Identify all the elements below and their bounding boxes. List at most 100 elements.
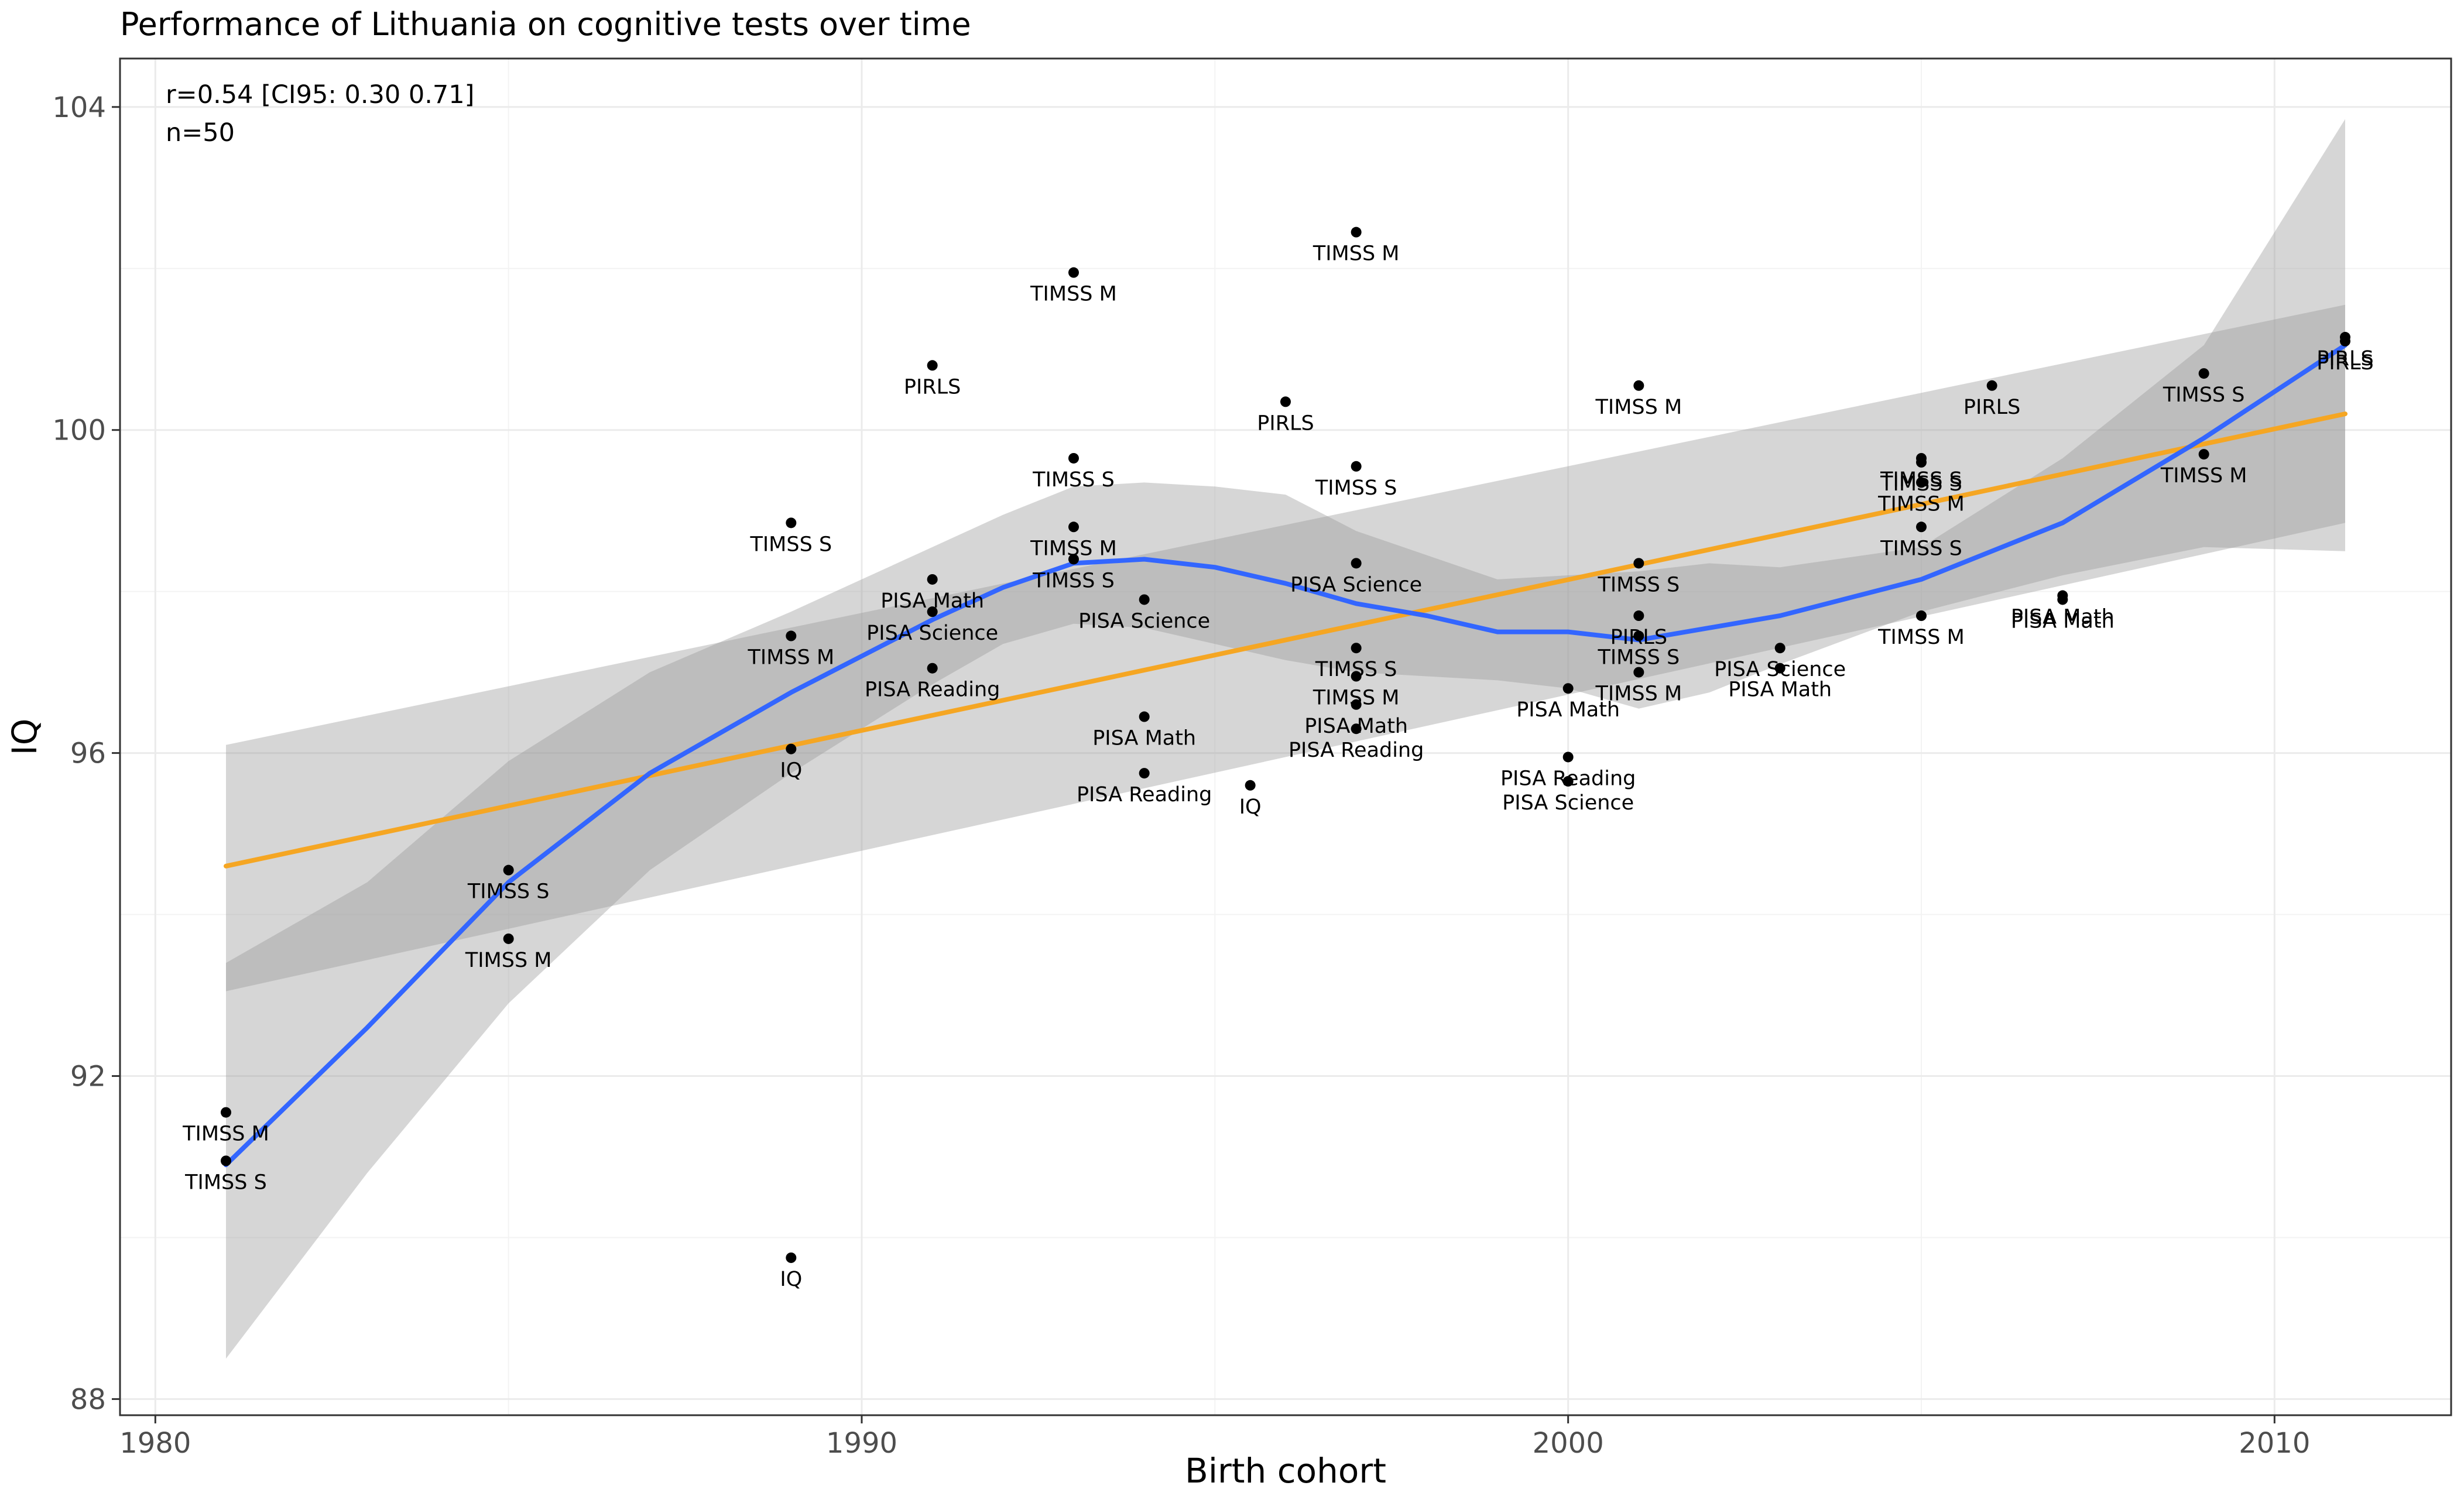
data-point-label: PISA Math xyxy=(1304,715,1408,738)
linear-fit-line xyxy=(224,411,2348,869)
data-point-label: TIMSS M xyxy=(1595,396,1682,419)
data-point-label: TIMSS M xyxy=(2160,464,2247,488)
data-point-label: PISA Reading xyxy=(1077,783,1212,807)
data-point-label: PIRLS xyxy=(904,375,961,399)
data-point-label: PISA Reading xyxy=(865,678,1000,702)
data-point-label: PIRLS xyxy=(1610,626,1667,649)
data-point xyxy=(927,360,938,371)
data-points xyxy=(221,227,2350,1263)
data-point xyxy=(2340,335,2350,346)
data-point-label: TIMSS S xyxy=(1880,468,1962,492)
data-point-label: PISA Math xyxy=(1728,678,1832,702)
data-point xyxy=(2198,368,2209,379)
data-point xyxy=(1351,558,1362,569)
data-point-label: PIRLS xyxy=(2316,351,2373,375)
panel-border xyxy=(119,57,2452,1416)
data-point xyxy=(2198,449,2209,460)
data-point-label: TIMSS M xyxy=(1877,626,1965,649)
data-point-label: TIMSS S xyxy=(1880,537,1962,560)
data-point xyxy=(503,933,514,944)
data-point-label: TIMSS S xyxy=(1880,472,1962,496)
data-point-label: PIRLS xyxy=(1963,396,2020,419)
data-point-label: IQ xyxy=(780,759,802,783)
data-point-label: TIMSS M xyxy=(1312,242,1400,266)
fit-lines xyxy=(224,342,2348,1168)
data-point-label: TIMSS S xyxy=(749,533,832,556)
data-point xyxy=(1139,711,1150,722)
x-axis-title: Birth cohort xyxy=(1185,1451,1386,1491)
data-point-label: PISA Math xyxy=(2011,609,2115,633)
data-point xyxy=(1068,521,1079,533)
data-point xyxy=(1351,699,1362,710)
y-axis-title: IQ xyxy=(5,719,44,756)
y-axis: 88 92 96 100 104 xyxy=(52,91,120,1416)
data-point-label: TIMSS M xyxy=(182,1123,269,1146)
data-point xyxy=(1916,521,1927,533)
data-point-label: PISA Science xyxy=(1290,573,1422,596)
loess-confidence-band xyxy=(226,119,2345,1359)
data-point-label: PIRLS xyxy=(2316,347,2373,370)
data-point-label: TIMSS S xyxy=(1315,476,1397,500)
correlation-annotation: r=0.54 [CI95: 0.30 0.71] xyxy=(166,80,474,109)
x-tick-label: 1980 xyxy=(119,1427,191,1460)
data-point-label: TIMSS M xyxy=(1877,492,1965,516)
data-point-label: IQ xyxy=(780,1268,802,1291)
data-point xyxy=(503,864,514,876)
data-point-label: PISA Math xyxy=(1092,727,1196,750)
data-point xyxy=(1139,768,1150,779)
chart-title: Performance of Lithuania on cognitive te… xyxy=(120,6,971,43)
data-point xyxy=(1774,663,1786,674)
data-point xyxy=(1351,461,1362,472)
y-tick-label: 104 xyxy=(52,91,106,124)
grid xyxy=(120,59,2451,1415)
data-point xyxy=(1351,671,1362,682)
data-point xyxy=(1633,380,1644,391)
sample-size-annotation: n=50 xyxy=(166,118,235,147)
data-point-label: TIMSS M xyxy=(748,646,835,670)
data-point xyxy=(1562,752,1574,763)
data-point xyxy=(1916,610,1927,622)
x-axis: 1980 1990 2000 2010 xyxy=(119,1415,2310,1460)
y-tick-label: 96 xyxy=(70,737,106,770)
data-point xyxy=(1139,594,1150,605)
data-point-label: PIRLS xyxy=(1257,411,1314,435)
data-point xyxy=(786,517,797,529)
y-tick-label: 92 xyxy=(70,1061,106,1093)
data-point-label: TIMSS S xyxy=(467,880,550,904)
data-point-label: TIMSS S xyxy=(1032,569,1115,592)
data-point xyxy=(1068,554,1079,565)
data-point xyxy=(1351,643,1362,654)
data-point-label: TIMSS S xyxy=(1315,658,1397,681)
data-point xyxy=(1633,610,1644,622)
data-point-label: TIMSS S xyxy=(1597,573,1680,596)
data-point xyxy=(1245,780,1256,791)
linear-confidence-band xyxy=(226,304,2345,991)
data-point xyxy=(1280,396,1291,407)
data-point xyxy=(1916,457,1927,468)
data-point xyxy=(2057,594,2068,605)
data-point xyxy=(1916,477,1927,488)
confidence-bands xyxy=(226,119,2345,1359)
data-point-label: PISA Science xyxy=(1714,658,1846,681)
data-point xyxy=(221,1155,231,1166)
data-point-label: TIMSS M xyxy=(465,949,552,972)
data-point xyxy=(1562,683,1574,694)
data-point-label: TIMSS M xyxy=(1030,283,1117,306)
data-point-label: TIMSS S xyxy=(184,1171,267,1194)
data-point xyxy=(927,663,938,674)
data-point-label: PISA Science xyxy=(1078,609,1210,633)
y-tick-label: 88 xyxy=(70,1383,106,1416)
data-point-label: TIMSS S xyxy=(1032,468,1115,492)
data-point xyxy=(786,630,797,641)
data-point-label: TIMSS M xyxy=(1595,682,1682,706)
data-point xyxy=(927,574,938,585)
data-point-label: IQ xyxy=(1239,795,1262,819)
x-tick-label: 2010 xyxy=(2239,1427,2310,1460)
data-point-label: PISA Math xyxy=(2011,606,2115,629)
data-point xyxy=(1351,227,1362,238)
data-point xyxy=(786,743,797,754)
data-point-label: PISA Science xyxy=(866,622,998,645)
data-point-label: PISA Math xyxy=(1516,698,1620,722)
